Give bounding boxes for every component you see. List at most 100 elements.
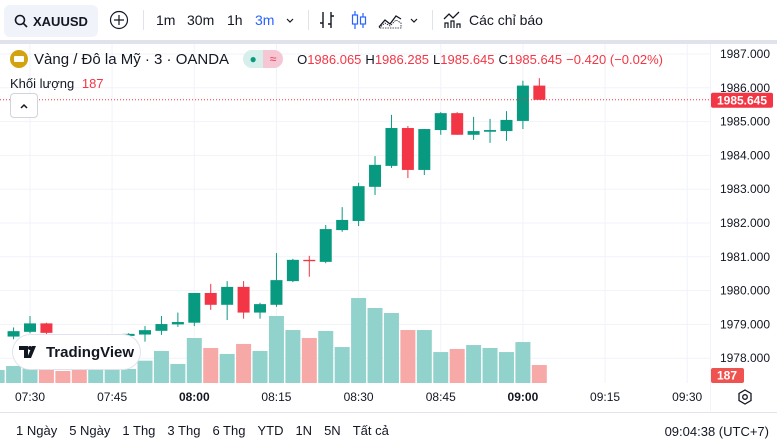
last-volume-tag <box>711 368 744 383</box>
volume-bar <box>203 348 219 383</box>
candle-body[interactable] <box>171 322 184 325</box>
range-6-months[interactable]: 6 Thg <box>212 423 246 438</box>
price-axis-label: 1983.000 <box>720 182 770 196</box>
interval-dropdown[interactable] <box>285 0 295 40</box>
chevron-up-icon <box>20 103 28 109</box>
volume-bar <box>268 315 284 383</box>
interval-3m[interactable]: 3m <box>255 12 275 28</box>
symbol-label: XAUUSD <box>33 13 88 29</box>
price-axis-label: 1981.000 <box>720 250 770 264</box>
bar-chart-type-button[interactable] <box>318 0 336 40</box>
clock-timezone[interactable]: 09:04:38 (UTC+7) <box>664 424 769 439</box>
open-label: O <box>297 51 308 67</box>
candle-body[interactable] <box>516 85 529 121</box>
price-axis-label: 1979.000 <box>720 317 770 331</box>
divider <box>308 10 309 30</box>
candle-body[interactable] <box>24 323 36 332</box>
candle-body[interactable] <box>500 119 513 132</box>
collapse-legend-button[interactable] <box>10 93 38 118</box>
volume-bar <box>482 348 498 383</box>
range-1-year[interactable]: 1N <box>295 423 313 438</box>
candle-body[interactable] <box>434 113 447 131</box>
range-3-months[interactable]: 3 Thg <box>167 423 201 438</box>
area-chart-type-button[interactable] <box>378 0 402 40</box>
range-ytd[interactable]: YTD <box>257 423 284 438</box>
ohlc-values: O1986.065 H1986.285 L1985.645 C1985.645 … <box>297 52 663 67</box>
market-status-pill[interactable]: ● ≈ <box>243 50 284 68</box>
divider <box>143 10 144 30</box>
candle-body[interactable] <box>254 304 267 313</box>
range-all[interactable]: Tất cả <box>352 423 389 438</box>
candle-body[interactable] <box>139 330 152 335</box>
series-title[interactable]: Vàng / Đô la Mỹ · 3 · OANDA <box>34 50 230 68</box>
range-5-days[interactable]: 5 Ngày <box>69 423 111 438</box>
price-axis-label: 1986.000 <box>720 81 770 95</box>
time-axis-label: 08:45 <box>426 390 456 404</box>
volume-bar <box>170 363 186 383</box>
candle-body[interactable] <box>221 286 234 305</box>
low-value: 1985.645 <box>440 51 495 67</box>
candle-body[interactable] <box>533 85 546 100</box>
candle-body[interactable] <box>286 259 299 282</box>
candle-body[interactable] <box>122 333 135 336</box>
candle-body[interactable] <box>270 280 283 305</box>
indicators-icon <box>443 11 461 28</box>
volume-bar <box>252 350 268 383</box>
close-label: C <box>498 51 508 67</box>
candle-body[interactable] <box>451 113 464 135</box>
candle-body[interactable] <box>401 128 414 170</box>
candle-body[interactable] <box>336 219 349 231</box>
candle-body[interactable] <box>319 229 332 262</box>
chevron-down-icon <box>410 18 418 23</box>
candle-body[interactable] <box>352 186 365 221</box>
chart-settings-icon[interactable] <box>737 389 753 405</box>
bars-icon <box>320 12 334 28</box>
volume-bar <box>285 330 301 383</box>
volume-legend: Khối lượng 187 <box>10 76 104 91</box>
candle-body[interactable] <box>385 128 398 166</box>
market-open-dot-icon: ● <box>243 50 264 68</box>
range-1-month[interactable]: 1 Thg <box>122 423 156 438</box>
candle-body[interactable] <box>467 131 480 135</box>
candle-body[interactable] <box>7 331 20 337</box>
volume-bar <box>498 352 514 383</box>
price-axis-label: 1982.000 <box>720 216 770 230</box>
volume-bar <box>318 330 334 383</box>
price-chart[interactable]: 1987.000 1986.000 1985.000 1984.000 1983.000… <box>0 0 777 412</box>
volume-bar <box>351 298 367 383</box>
candles-icon <box>351 11 367 29</box>
candle-chart-type-button[interactable] <box>350 0 368 40</box>
time-axis-label: 08:00 <box>179 390 210 404</box>
candle-body[interactable] <box>303 259 316 262</box>
chart-type-dropdown[interactable] <box>409 0 419 40</box>
volume-bar <box>531 365 547 383</box>
volume-bar <box>367 308 383 383</box>
tradingview-logo[interactable]: TradingView <box>13 335 140 369</box>
area-chart-icon <box>378 15 402 29</box>
candle-body[interactable] <box>204 292 217 305</box>
price-axis-label: 1985.000 <box>720 115 770 129</box>
candle-body[interactable] <box>484 130 497 132</box>
candle-body[interactable] <box>188 292 201 323</box>
volume-bar <box>334 347 350 383</box>
candle-body[interactable] <box>40 323 53 333</box>
candle-body[interactable] <box>155 324 168 331</box>
range-1-day[interactable]: 1 Ngày <box>16 423 58 438</box>
range-5-years[interactable]: 5N <box>324 423 341 438</box>
high-label: H <box>365 51 375 67</box>
search-icon <box>14 14 28 28</box>
candle-body[interactable] <box>237 286 250 313</box>
time-axis-label: 09:30 <box>672 390 702 404</box>
candle-body[interactable] <box>418 129 431 170</box>
volume-bar <box>400 330 416 383</box>
interval-1m[interactable]: 1m <box>156 12 176 28</box>
interval-30m[interactable]: 30m <box>187 12 215 28</box>
indicators-button[interactable]: Các chỉ báo <box>443 0 543 40</box>
plus-circle-icon <box>109 10 129 30</box>
low-label: L <box>433 51 441 67</box>
candle-body[interactable] <box>369 164 382 187</box>
symbol-search-button[interactable]: XAUUSD <box>4 5 98 37</box>
interval-1h[interactable]: 1h <box>227 12 243 28</box>
time-axis-label: 07:30 <box>15 390 45 404</box>
compare-button[interactable] <box>109 0 129 40</box>
